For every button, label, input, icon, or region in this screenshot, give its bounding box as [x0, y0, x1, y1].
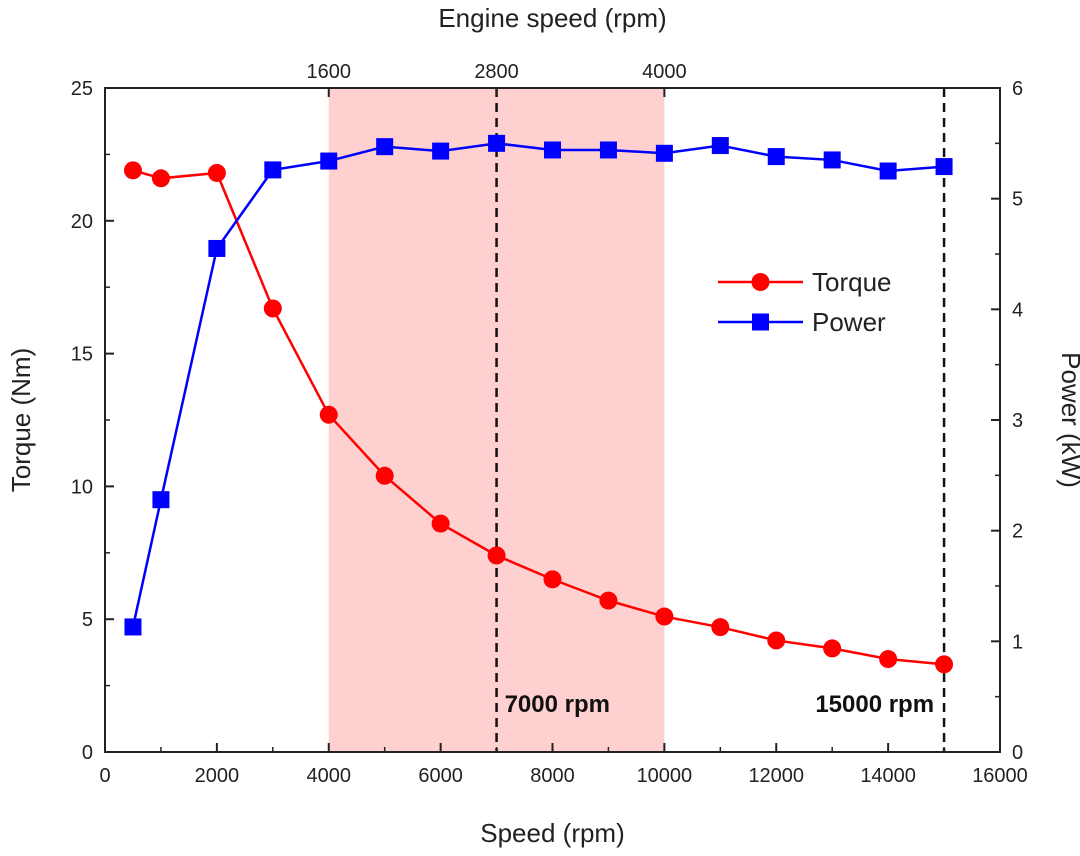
x-tick-label: 2000	[195, 765, 240, 787]
power-point	[124, 618, 142, 636]
y-right-tick-label: 2	[1012, 521, 1023, 543]
y-left-tick-label: 5	[82, 609, 93, 631]
annotation-layer: 7000 rpm 15000 rpm	[505, 691, 935, 718]
power-point	[208, 239, 226, 257]
legend-label-power: Power	[812, 307, 886, 337]
torque-point	[879, 650, 898, 669]
y-right-tick-label: 1	[1012, 631, 1023, 653]
y-right-tick-label: 6	[1012, 78, 1023, 100]
x-top-axis-title: Engine speed (rpm)	[438, 3, 666, 33]
torque-point	[151, 169, 170, 188]
torque-line	[132, 169, 945, 666]
x-top-tick-label: 2800	[474, 61, 519, 83]
x-tick-label: 8000	[530, 765, 575, 787]
torque-point	[319, 405, 338, 424]
torque-point	[543, 570, 562, 589]
y-right-tick-label: 0	[1012, 742, 1023, 764]
torque-point	[599, 591, 618, 610]
y-left-tick-label: 20	[71, 211, 93, 233]
x-tick-label: 12000	[748, 765, 804, 787]
x-axis-title: Speed (rpm)	[480, 818, 625, 848]
y-right-tick-label: 4	[1012, 299, 1023, 321]
power-line	[131, 142, 945, 628]
torque-point	[823, 639, 842, 658]
power-point	[655, 144, 673, 162]
torque-point	[487, 546, 506, 565]
power-point	[544, 141, 561, 159]
power-point	[152, 491, 170, 509]
power-point	[320, 152, 338, 170]
legend-label-torque: Torque	[812, 267, 892, 297]
torque-point	[767, 631, 786, 650]
torque-point	[655, 607, 674, 626]
axis-layer: 0 2000 4000 6000 8000 10000 12000 14000 16000Spe…	[6, 3, 1080, 848]
legend: Torque Power	[718, 267, 892, 337]
x-tick-label: 6000	[418, 765, 463, 787]
power-point	[767, 148, 785, 166]
power-point	[264, 161, 282, 179]
x-tick-label: 14000	[860, 765, 916, 787]
power-point	[488, 134, 506, 152]
y-left-axis-title: Torque (Nm)	[6, 348, 36, 492]
power-point	[432, 142, 450, 160]
y-left-tick-label: 10	[71, 476, 93, 498]
x-tick-label: 0	[99, 765, 110, 787]
legend-marker-power	[752, 313, 769, 331]
power-point	[599, 141, 617, 159]
legend-marker-torque	[751, 273, 770, 291]
y-right-tick-label: 3	[1012, 410, 1023, 432]
x-top-tick-label: 4000	[642, 61, 687, 83]
power-point	[711, 137, 729, 155]
y-left-tick-label: 25	[71, 78, 93, 100]
x-tick-label: 10000	[637, 765, 693, 787]
power-point	[879, 162, 897, 180]
y-right-tick-label: 5	[1012, 189, 1023, 211]
vline-label-15000: 15000 rpm	[815, 691, 934, 718]
y-right-axis-title: Power (kW)	[1056, 352, 1080, 488]
y-left-tick-label: 15	[71, 344, 93, 366]
torque-point	[263, 299, 282, 318]
x-tick-label: 4000	[307, 765, 352, 787]
vline-layer	[495, 88, 946, 752]
series-layer	[123, 134, 954, 674]
power-point	[935, 158, 953, 176]
torque-point	[711, 618, 730, 637]
power-point	[376, 138, 394, 156]
power-point	[823, 151, 841, 169]
torque-point	[935, 655, 954, 674]
x-tick-label: 16000	[972, 765, 1028, 787]
torque-point	[375, 466, 394, 485]
torque-point	[123, 161, 142, 180]
torque-point	[207, 163, 226, 182]
y-left-tick-label: 0	[82, 742, 93, 764]
x-top-tick-label: 1600	[307, 61, 352, 83]
torque-point	[431, 514, 450, 533]
vline-label-7000: 7000 rpm	[505, 691, 610, 718]
